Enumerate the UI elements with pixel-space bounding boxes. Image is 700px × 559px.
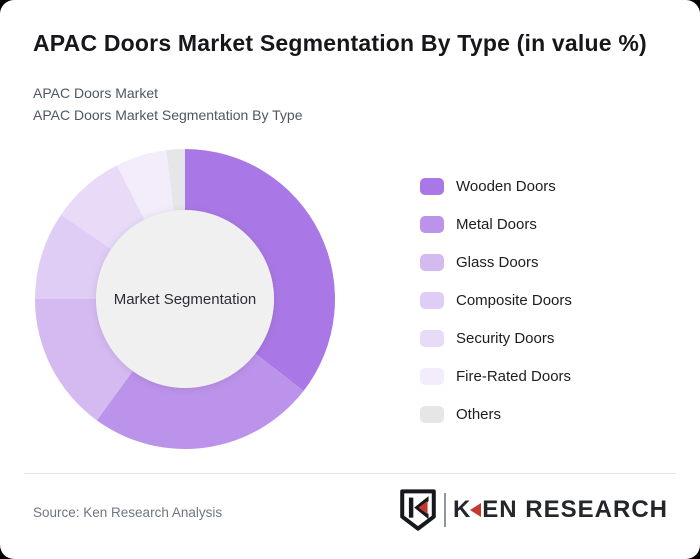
legend-label: Composite Doors <box>456 292 572 309</box>
donut-segment-others <box>166 149 185 211</box>
legend-item-glass-doors: Glass Doors <box>420 254 572 271</box>
donut-segment-security-doors <box>60 165 145 249</box>
legend-swatch <box>420 406 444 423</box>
subtitle-line-1: APAC Doors Market <box>33 85 158 101</box>
source-text: Source: Ken Research Analysis <box>33 505 223 520</box>
legend-label: Wooden Doors <box>456 178 556 195</box>
shield-red-triangle-icon <box>418 500 428 515</box>
donut-segment-fire-rated-doors <box>116 150 174 220</box>
legend-label: Glass Doors <box>456 254 539 271</box>
legend-item-others: Others <box>420 406 572 423</box>
donut-chart: Market Segmentation <box>35 149 335 449</box>
chart-legend: Wooden Doors Metal Doors Glass Doors Compos… <box>420 178 572 423</box>
legend-item-metal-doors: Metal Doors <box>420 216 572 233</box>
legend-label: Metal Doors <box>456 216 537 233</box>
ken-research-logo: K EN RESEARCH <box>398 488 668 532</box>
legend-swatch <box>420 178 444 195</box>
chart-title: APAC Doors Market Segmentation By Type (… <box>33 30 647 56</box>
legend-item-composite-doors: Composite Doors <box>420 292 572 309</box>
chart-subtitles: APAC Doors Market APAC Doors Market Segm… <box>33 82 303 126</box>
legend-label: Fire-Rated Doors <box>456 368 572 385</box>
legend-swatch <box>420 368 444 385</box>
ken-research-shield-icon <box>400 489 436 531</box>
legend-swatch <box>420 254 444 271</box>
legend-item-wooden-doors: Wooden Doors <box>420 178 572 195</box>
logo-separator <box>443 493 446 527</box>
logo-text-rest: EN RESEARCH <box>482 496 668 523</box>
logo-red-triangle-icon <box>470 503 482 517</box>
logo-letter-k: K <box>452 496 472 523</box>
logo-wordmark: K EN RESEARCH <box>453 496 668 524</box>
legend-swatch <box>420 292 444 309</box>
legend-item-fire-rated-doors: Fire-Rated Doors <box>420 368 572 385</box>
legend-label: Others <box>456 406 502 423</box>
subtitle-line-2: APAC Doors Market Segmentation By Type <box>33 107 303 123</box>
legend-item-security-doors: Security Doors <box>420 330 572 347</box>
donut-center-label: Market Segmentation <box>114 291 257 308</box>
legend-swatch <box>420 330 444 347</box>
donut-segment-glass-doors <box>35 299 133 421</box>
donut-chart-svg: Market Segmentation <box>35 149 335 449</box>
footer-divider <box>24 473 676 474</box>
donut-segment-wooden-doors <box>185 149 335 391</box>
donut-segment-composite-doors <box>35 214 112 299</box>
legend-swatch <box>420 216 444 233</box>
legend-label: Security Doors <box>456 330 555 347</box>
donut-center-circle <box>96 210 274 388</box>
donut-segment-metal-doors <box>96 353 304 449</box>
